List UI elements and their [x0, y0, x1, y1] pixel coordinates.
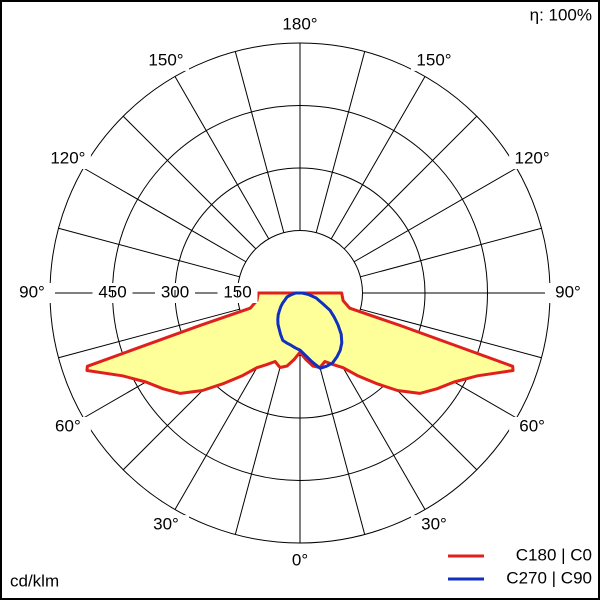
angle-tick-label: 180°: [282, 14, 317, 33]
spoke: [330, 346, 426, 510]
angle-tick-label: 60°: [519, 416, 545, 435]
intensity-curve: [85, 291, 515, 395]
angle-tick-label: 120°: [50, 148, 85, 167]
angle-tick-label: 30°: [421, 515, 447, 534]
spoke: [174, 76, 270, 240]
spoke: [315, 353, 366, 535]
angle-tick-label: 120°: [515, 148, 550, 167]
plot: 150 300 450 0° 30° 60° 90° 120° 150° 180° 30° 60° 90…: [9, 14, 591, 571]
tick-label-bg: [509, 149, 556, 169]
spoke: [58, 308, 240, 359]
efficiency-note: η: 100%: [530, 5, 592, 24]
spoke: [234, 353, 285, 535]
angle-tick-label: 60°: [55, 416, 81, 435]
r-tick-label: 450: [98, 282, 126, 301]
legend-label: C270 | C90: [506, 568, 592, 587]
spoke: [360, 308, 542, 359]
tick-label-bg: [277, 15, 323, 35]
spoke: [83, 167, 247, 263]
tick-label-bg: [509, 417, 556, 437]
tick-label-bg: [143, 50, 189, 71]
angle-tick-label: 90°: [19, 282, 45, 301]
tick-label-bg: [411, 515, 457, 536]
tick-label-bg: [411, 50, 457, 71]
tick-label-bg: [143, 515, 189, 536]
spoke: [360, 227, 542, 278]
spoke: [234, 51, 285, 233]
tick-label-bg: [44, 417, 91, 437]
legend-label: C180 | C0: [516, 545, 592, 564]
tick-label-bg: [277, 551, 323, 571]
spoke: [343, 115, 478, 250]
tick-label-bg: [9, 283, 55, 303]
angle-tick-label: 150°: [416, 50, 451, 69]
tick-label-bg: [44, 149, 91, 169]
spoke: [315, 51, 366, 233]
unit-label: cd/klm: [10, 571, 59, 590]
tick-label-bg: [545, 283, 591, 303]
spoke: [330, 76, 426, 240]
angle-tick-label: 150°: [148, 50, 183, 69]
spoke: [122, 115, 257, 250]
intensity-curve: [276, 291, 344, 370]
spoke: [174, 346, 270, 510]
spoke: [58, 227, 240, 278]
spoke: [353, 167, 517, 263]
r-tick-label: 300: [161, 282, 189, 301]
r-tick-label: 150: [223, 282, 251, 301]
angle-tick-label: 90°: [555, 282, 581, 301]
angle-tick-label: 30°: [153, 515, 179, 534]
angle-tick-label: 0°: [292, 550, 308, 569]
